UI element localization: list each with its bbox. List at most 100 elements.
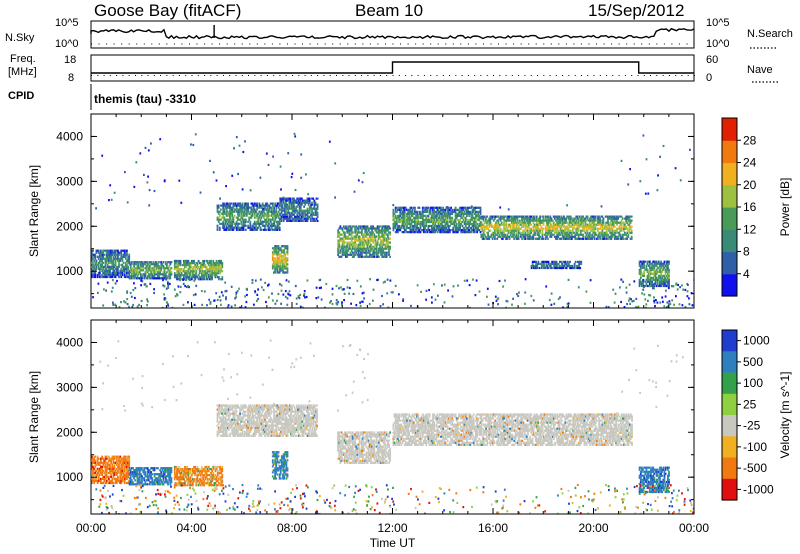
- freq-label-bottom: [MHz]: [8, 66, 37, 78]
- beam-title: Beam 10: [355, 1, 424, 20]
- noise-sky-line: [90, 27, 695, 40]
- echo-band-10: [530, 260, 583, 270]
- cpid-program: themis (tau) -3310: [94, 92, 197, 106]
- station-title: Goose Bay (fitACF): [94, 1, 242, 20]
- velocity-colorbar: 1000 500 100 25 -25 -100 -500 -1000 Velocity [m …: [721, 329, 792, 501]
- cpid-label: CPID: [8, 90, 35, 102]
- noise-panel: [90, 20, 778, 49]
- colorbar-segment: [722, 372, 737, 395]
- colorbar-tick-label: 24: [743, 156, 757, 170]
- x-tick-label: 12:00: [377, 521, 407, 535]
- colorbar-tick-label: 4: [743, 267, 750, 281]
- colorbar-segment: [722, 351, 737, 374]
- colorbar-tick-label: 12: [743, 222, 757, 236]
- colorbar-segment: [722, 393, 737, 416]
- echo-cells: [91, 132, 694, 308]
- y-tick-label: 3000: [56, 380, 83, 394]
- echo-band-4: [216, 404, 318, 437]
- x-tick-label: 00:00: [76, 521, 106, 535]
- freq-tick-top: 18: [64, 54, 77, 66]
- date-title: 15/Sep/2012: [588, 1, 685, 20]
- y-tick-label: 4000: [56, 129, 83, 143]
- nave-label: Nave: [747, 64, 773, 76]
- echo-cells: [91, 339, 694, 514]
- colorbar-label: Velocity [m s^-1]: [778, 372, 792, 459]
- echo-band-1: [91, 455, 131, 485]
- colorbar-tick-label: 500: [743, 355, 763, 369]
- noise-sky-label: N.Sky: [5, 32, 35, 44]
- echo-band-1: [91, 249, 131, 279]
- colorbar-label: Power [dB]: [778, 178, 792, 237]
- echo-band-5: [271, 451, 289, 480]
- colorbar-tick-label: 16: [743, 200, 757, 214]
- y-tick-label: 1000: [56, 264, 83, 278]
- colorbar-tick-label: -1000: [743, 482, 774, 496]
- freq-tick-bottom: 8: [68, 72, 75, 84]
- colorbar-segment: [722, 184, 737, 208]
- colorbar-segment: [722, 436, 737, 459]
- y-tick-label: 2000: [56, 425, 83, 439]
- echo-speckle: [95, 339, 694, 514]
- colorbar-tick-label: -100: [743, 440, 767, 454]
- colorbar-tick-label: 100: [743, 376, 763, 390]
- colorbar-tick-label: -25: [743, 419, 761, 433]
- echo-band-3: [173, 465, 224, 487]
- colorbar-tick-label: 28: [743, 133, 757, 147]
- echo-band-2: [128, 467, 173, 486]
- colorbar-segment: [722, 415, 737, 437]
- echo-band-2: [128, 261, 173, 280]
- colorbar-segment: [722, 251, 737, 275]
- x-tick-label: 20:00: [578, 521, 608, 535]
- colorbar-segment: [722, 229, 737, 253]
- x-tick-label: 00:00: [679, 521, 709, 535]
- nave-tick-bottom: 0: [706, 72, 713, 84]
- noise-search-label: N.Search: [747, 28, 793, 40]
- colorbar-segment: [722, 478, 737, 501]
- freq-panel-frame: [90, 54, 695, 82]
- colorbar-tick-label: 25: [743, 397, 757, 411]
- echo-band-8: [392, 206, 482, 234]
- echo-band-11: [638, 260, 670, 288]
- colorbar-frame: [721, 329, 738, 501]
- x-tick-label: 16:00: [478, 521, 508, 535]
- y-tick-label: 4000: [56, 335, 83, 349]
- y-axis-label: Slant Range [km]: [27, 371, 41, 463]
- power-colorbar: 4 8 12 16 20 24 28 Power [dB]: [721, 117, 792, 297]
- colorbar-segment: [722, 273, 737, 297]
- frequency-panel: [90, 54, 778, 110]
- noise-left-tick-top: 10^5: [55, 17, 79, 29]
- colorbar-segment: [722, 457, 737, 480]
- echo-band-8: [638, 466, 670, 494]
- colorbar-segment: [722, 162, 737, 186]
- colorbar-segment: [722, 330, 737, 352]
- echo-band-3: [173, 259, 224, 281]
- echo-band-9: [480, 215, 633, 240]
- x-tick-label: 04:00: [176, 521, 206, 535]
- noise-panel-frame: [90, 20, 695, 49]
- noise-right-tick-bottom: 10^0: [706, 38, 730, 50]
- colorbar-segment: [722, 207, 737, 230]
- x-tick-label: 08:00: [277, 521, 307, 535]
- x-axis-label: Time UT: [370, 536, 416, 550]
- colorbar-tick-label: 8: [743, 245, 750, 259]
- colorbar-segment: [722, 140, 737, 164]
- frequency-line: [91, 61, 694, 74]
- echo-band-7: [392, 413, 633, 446]
- echo-band-6: [337, 431, 391, 464]
- colorbar-segment: [722, 118, 737, 141]
- colorbar-tick-label: 20: [743, 178, 757, 192]
- echo-band-4: [216, 202, 281, 231]
- freq-label-top: Freq.: [10, 53, 36, 65]
- echo-band-6: [271, 245, 289, 274]
- echo-speckle: [92, 132, 694, 308]
- y-tick-label: 2000: [56, 219, 83, 233]
- echo-band-7: [337, 225, 391, 258]
- y-axis-label: Slant Range [km]: [27, 165, 41, 257]
- power-panel: 1000 2000 3000 4000 Slant Range [km]: [27, 113, 695, 309]
- y-tick-label: 3000: [56, 174, 83, 188]
- velocity-panel: 1000 2000 3000 4000 Slant Range [km] 00:00 04:…: [27, 319, 709, 550]
- y-tick-label: 1000: [56, 470, 83, 484]
- colorbar-tick-label: 1000: [743, 334, 770, 348]
- echo-band-5: [279, 197, 319, 222]
- colorbar-tick-label: -500: [743, 461, 767, 475]
